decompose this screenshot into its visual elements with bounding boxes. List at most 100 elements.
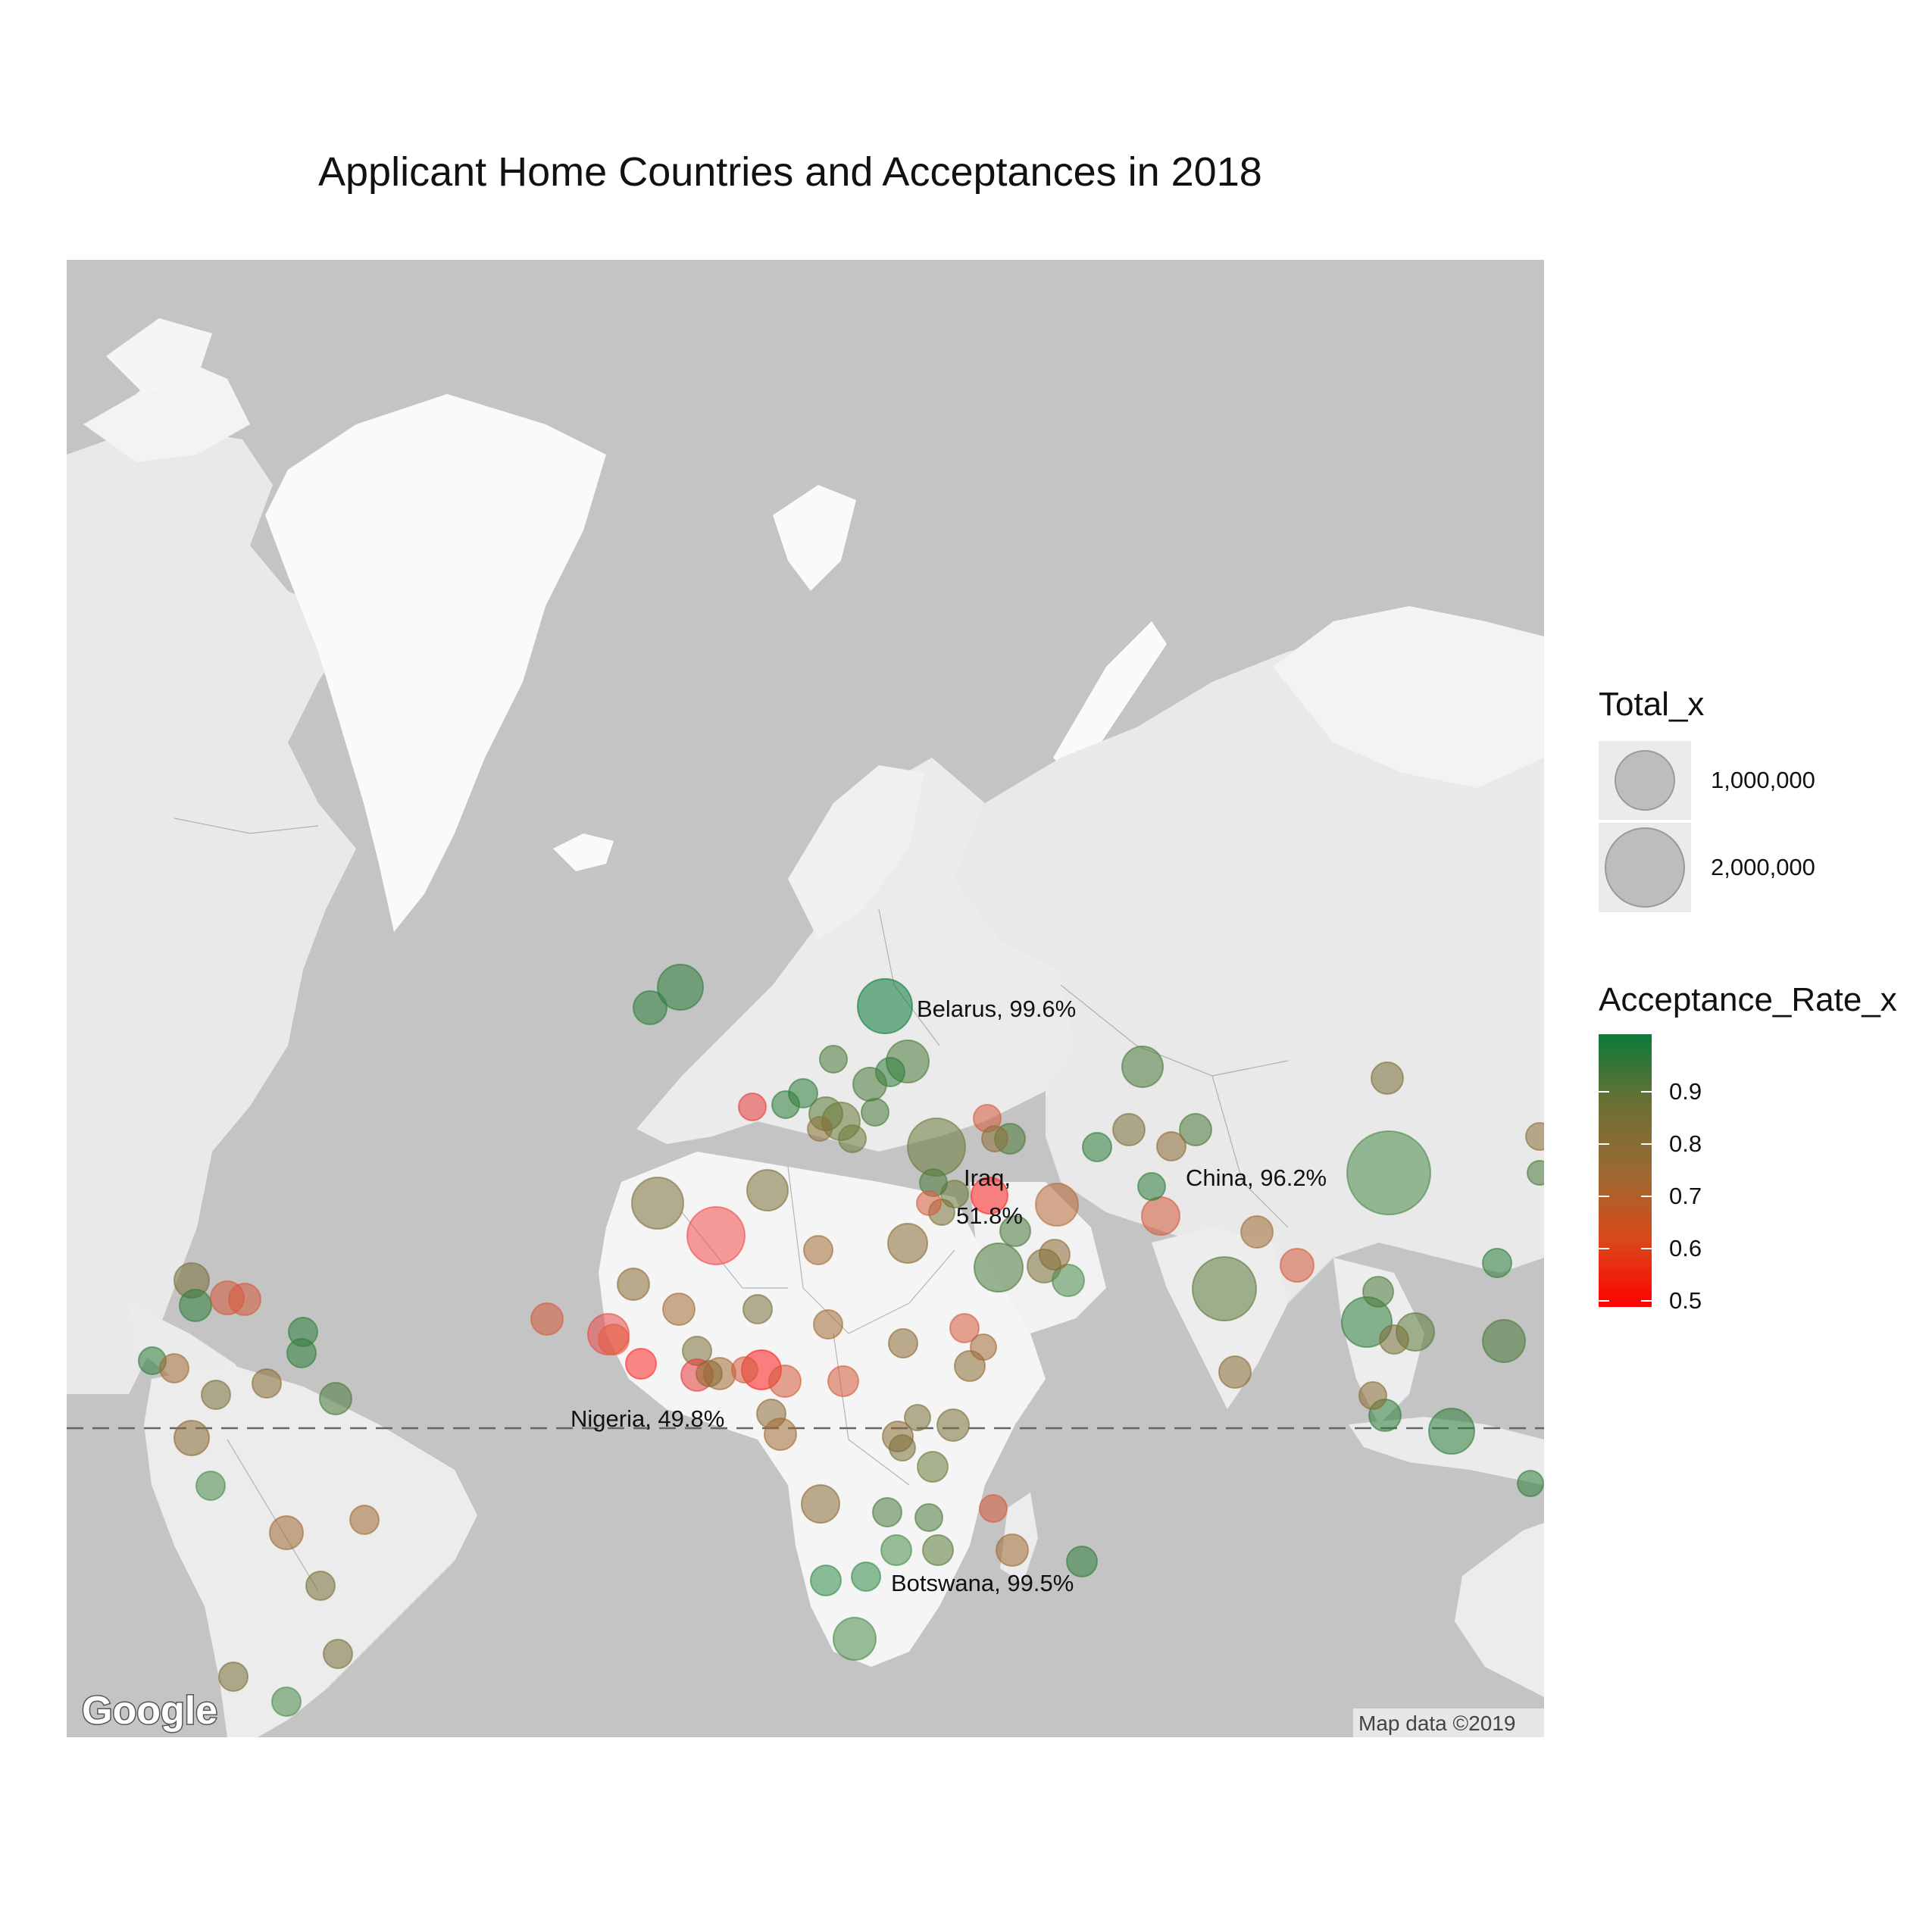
- point-malawi: [914, 1503, 943, 1532]
- point-djibouti: [970, 1333, 997, 1361]
- point-drc: [801, 1484, 840, 1524]
- point-libya: [746, 1169, 789, 1211]
- point-india: [1192, 1256, 1257, 1321]
- point-nepal: [1240, 1215, 1274, 1249]
- point-south-africa: [833, 1617, 877, 1661]
- point-congo: [764, 1418, 797, 1451]
- point-uk: [633, 990, 667, 1025]
- color-tick-label-0.7: 0.7: [1669, 1183, 1702, 1209]
- point-bangladesh: [1280, 1248, 1315, 1283]
- point-caucasus-3: [981, 1125, 1008, 1152]
- point-western-sahara: [617, 1268, 650, 1301]
- point-tanzania: [917, 1451, 949, 1483]
- point-jamaica: [179, 1289, 212, 1322]
- land-scandinavia: [788, 765, 924, 939]
- point-taiwan: [1482, 1248, 1512, 1278]
- point-ecuador: [195, 1471, 226, 1501]
- chart-title: Applicant Home Countries and Acceptances…: [318, 149, 1262, 195]
- point-zimbabwe: [880, 1534, 912, 1566]
- point-mauritius: [1066, 1546, 1098, 1577]
- point-trinidad: [286, 1338, 317, 1368]
- point-kuwait: [999, 1215, 1031, 1247]
- point-israel: [916, 1190, 942, 1216]
- point-brazil: [349, 1505, 380, 1535]
- point-egypt: [887, 1223, 928, 1264]
- annotation-botswana: Botswana, 99.5%: [891, 1570, 1074, 1596]
- color-bar-ticks: [1599, 1091, 1652, 1302]
- size-legend-circle-2: [1605, 827, 1685, 908]
- color-tick-label-0.9: 0.9: [1669, 1078, 1702, 1105]
- point-png: [1517, 1470, 1544, 1497]
- point-laos: [1362, 1276, 1394, 1308]
- point-thailand: [1379, 1324, 1409, 1355]
- landmasses: Belarus, 99.6% Iraq, 51.8% China, 96.2% …: [67, 318, 1544, 1737]
- point-mali: [742, 1294, 773, 1324]
- google-logo: Google: [82, 1689, 217, 1733]
- point-turkey: [907, 1118, 966, 1177]
- point-botswana: [851, 1562, 881, 1592]
- point-mongolia: [1371, 1061, 1404, 1095]
- color-tick-label-0.8: 0.8: [1669, 1130, 1702, 1157]
- point-uae: [1052, 1264, 1085, 1297]
- point-tajikistan: [1156, 1131, 1186, 1161]
- point-afghanistan: [1137, 1172, 1166, 1201]
- point-china: [1346, 1130, 1431, 1215]
- point-namibia: [810, 1565, 842, 1596]
- land-north-america: [67, 424, 356, 1394]
- point-car: [827, 1365, 859, 1397]
- color-tick-label-0.5: 0.5: [1669, 1287, 1702, 1314]
- point-mozambique: [922, 1534, 954, 1566]
- point-kenya: [936, 1408, 970, 1442]
- point-niger: [803, 1235, 833, 1265]
- point-yemen: [1039, 1239, 1071, 1271]
- color-tick-label-0.6: 0.6: [1669, 1235, 1702, 1261]
- point-balkans-2: [852, 1067, 887, 1102]
- point-spain: [738, 1093, 767, 1121]
- size-legend-label-1: 1,000,000: [1711, 767, 1815, 793]
- point-algeria: [686, 1206, 746, 1265]
- point-colombia: [174, 1420, 210, 1456]
- point-guinea: [625, 1348, 657, 1380]
- point-bolivia: [305, 1571, 336, 1601]
- point-ireland: [657, 964, 704, 1011]
- point-cape-verde: [530, 1302, 564, 1336]
- point-sri-lanka: [1218, 1355, 1252, 1389]
- point-togo: [696, 1360, 723, 1387]
- size-legend-title: Total_x: [1599, 686, 1705, 723]
- data-points: [138, 964, 1544, 1717]
- size-legend-circle-1: [1615, 750, 1675, 811]
- land-greenland: [265, 394, 606, 932]
- point-burundi: [889, 1434, 916, 1462]
- land-siberia-north: [1273, 606, 1544, 788]
- annotation-nigeria: Nigeria, 49.8%: [571, 1405, 724, 1432]
- point-argentina: [271, 1687, 302, 1717]
- point-iran: [1035, 1183, 1079, 1227]
- point-balkans-5: [807, 1116, 833, 1142]
- attribution-text: Map data ©2019: [1358, 1712, 1515, 1735]
- attribution-bg: [1353, 1708, 1544, 1737]
- land-svalbard: [773, 485, 856, 591]
- point-eritrea: [949, 1313, 980, 1343]
- annotation-iraq-line1: Iraq,: [964, 1165, 1011, 1191]
- point-benin: [731, 1356, 758, 1383]
- point-comoros: [979, 1494, 1008, 1523]
- point-panama: [201, 1380, 231, 1410]
- land-canada-arctic: [83, 356, 250, 462]
- point-chile: [218, 1662, 249, 1692]
- point-japan: [1525, 1122, 1544, 1151]
- land-south-america: [144, 1364, 477, 1737]
- annotation-china: China, 96.2%: [1186, 1165, 1327, 1191]
- point-mauritania: [662, 1293, 696, 1326]
- land-australia: [1455, 1523, 1544, 1697]
- point-balkans-3: [861, 1098, 889, 1127]
- point-turkmenistan: [1082, 1132, 1112, 1162]
- point-philippines: [1482, 1319, 1526, 1363]
- point-paraguay: [323, 1639, 353, 1669]
- point-venezuela: [252, 1368, 282, 1399]
- annotation-belarus: Belarus, 99.6%: [917, 996, 1076, 1022]
- point-indonesia: [1428, 1408, 1475, 1455]
- point-kazakhstan: [1121, 1046, 1164, 1088]
- point-dominican: [228, 1283, 261, 1316]
- point-guyana: [319, 1382, 352, 1415]
